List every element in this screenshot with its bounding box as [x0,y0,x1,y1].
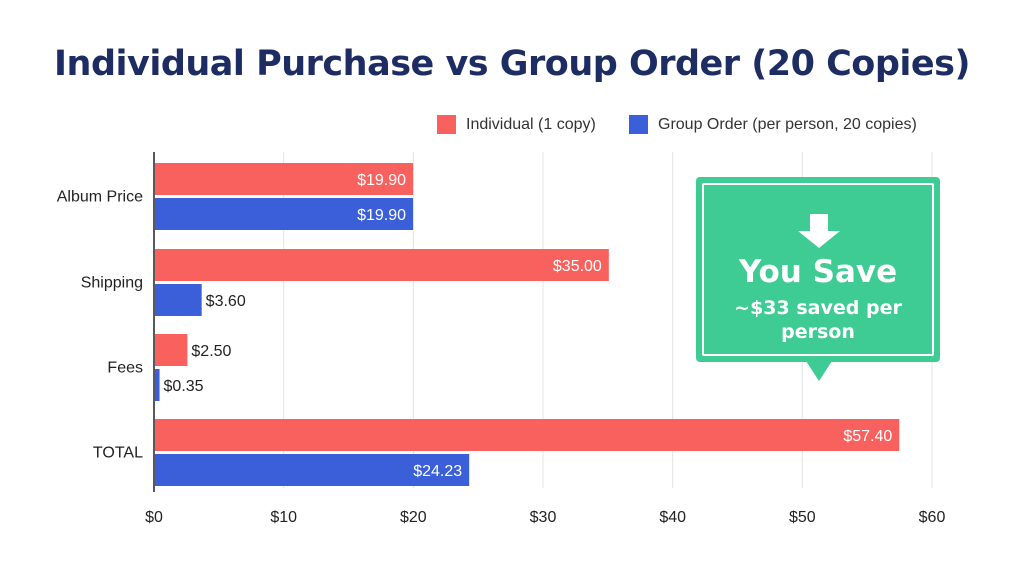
bar-individual [155,419,900,451]
x-tick-label: $50 [789,509,816,526]
bar-group [155,369,160,401]
data-label: $2.50 [191,343,231,360]
callout-subtitle: ~$33 saved per person [734,297,902,343]
data-label: $19.90 [357,207,406,224]
category-label: Album Price [57,189,143,206]
data-label: $24.23 [413,463,462,480]
bar-individual [155,163,414,195]
data-label: $3.60 [206,293,246,310]
data-label: $57.40 [843,428,892,445]
x-tick-label: $10 [270,509,297,526]
bar-individual [155,249,609,281]
data-label: $0.35 [164,378,204,395]
bar-individual [155,334,188,366]
bar-group [155,284,202,316]
bar-group [155,198,414,230]
callout-pointer [806,361,832,381]
legend-swatch-group [629,115,648,134]
savings-callout [696,177,940,362]
x-tick-label: $0 [145,509,163,526]
x-tick-label: $60 [919,509,946,526]
x-tick-label: $20 [400,509,427,526]
x-tick-label: $30 [530,509,557,526]
legend-item-group: Group Order (per person, 20 copies) [629,115,917,134]
bar-group [155,454,470,486]
x-tick-label: $40 [659,509,686,526]
data-label: $19.90 [357,172,406,189]
data-label: $35.00 [553,258,602,275]
chart-title: Individual Purchase vs Group Order (20 C… [54,44,970,84]
category-label: Fees [107,360,143,377]
category-label: Shipping [81,275,143,292]
legend-swatch-individual [437,115,456,134]
category-label: TOTAL [93,445,143,462]
legend-label-individual: Individual (1 copy) [466,115,596,133]
legend-item-individual: Individual (1 copy) [437,115,596,134]
callout-title: You Save [738,254,898,290]
legend-label-group: Group Order (per person, 20 copies) [658,115,917,133]
